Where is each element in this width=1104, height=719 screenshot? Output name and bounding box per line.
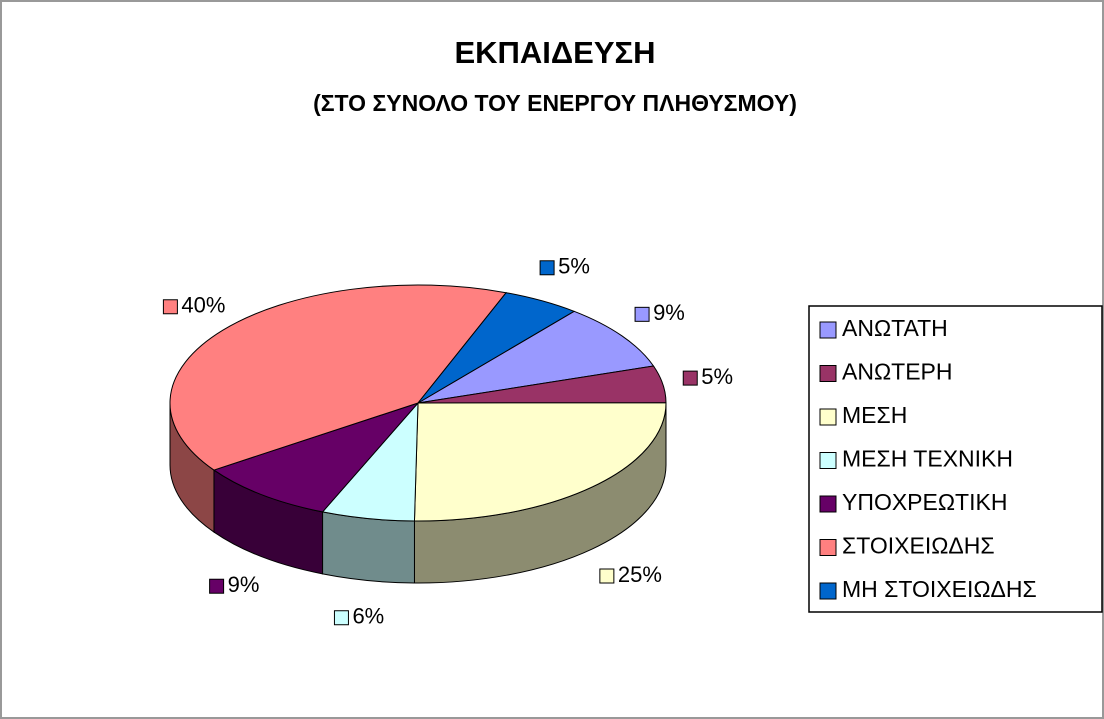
legend-label: ΑΝΩΤΑΤΗ [842,315,948,341]
label-swatch [682,370,698,386]
legend-label: ΥΠΟΧΡΕΩΤΙΚΗ [842,489,1007,515]
legend-label: ΑΝΩΤΕΡΗ [842,359,953,385]
chart-subtitle: (ΣΤΟ ΣΥΝΟΛΟ ΤΟΥ ΕΝΕΡΓΟΥ ΠΛΗΘΥΣΜΟΥ) [313,90,797,116]
data-label: 5% [701,364,733,389]
legend-label: ΜΗ ΣΤΟΙΧΕΙΩΔΗΣ [842,576,1037,602]
data-label: 40% [181,293,225,318]
legend-box [808,305,1103,613]
label-swatch [333,610,349,626]
pie-tops [169,284,667,522]
legend-swatch [819,495,837,513]
legend-label: ΣΤΟΙΧΕΙΩΔΗΣ [842,533,995,559]
slice [212,401,420,513]
legend-swatch [819,365,837,382]
label-swatch [599,568,615,584]
data-label: 6% [352,604,384,629]
label-swatch [539,260,555,276]
slice [417,310,655,404]
legend-swatch [819,452,837,469]
data-label: 9% [653,300,685,325]
chart-title: ΕΚΠΑΙΔΕΥΣΗ [454,35,655,70]
slice [417,292,576,404]
legend-label: ΜΕΣΗ ΤΕΧΝΙΚΗ [842,446,1013,472]
legend-swatch [819,408,837,426]
slice [413,402,667,522]
slice-side [322,511,415,584]
legend-swatch [819,321,837,339]
legend-label: ΜΕΣΗ [842,402,907,428]
legend-swatch [819,582,837,600]
data-label: 5% [558,254,590,279]
data-label: 9% [228,572,260,597]
label-swatch [162,299,178,315]
data-label: 25% [618,562,662,587]
slice [169,284,508,471]
legend-swatch [819,539,837,556]
label-swatch [209,578,225,594]
label-swatch [634,306,650,322]
pie-sides [169,402,667,584]
